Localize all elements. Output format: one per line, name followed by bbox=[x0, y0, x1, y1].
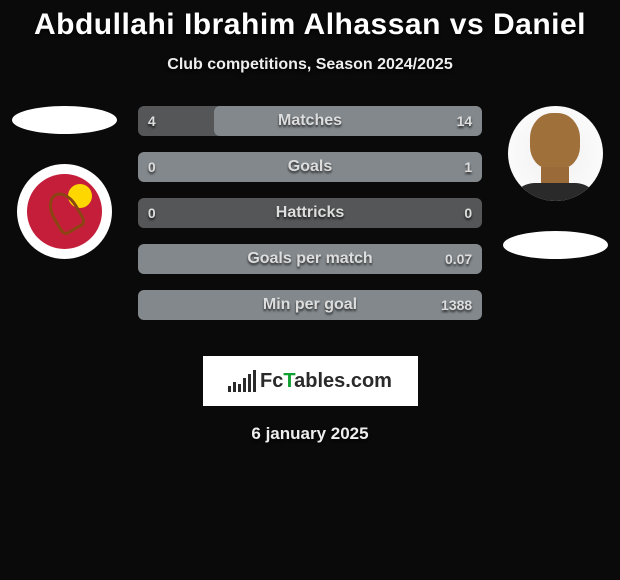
stat-right-value: 1388 bbox=[441, 290, 472, 320]
comparison-card: Abdullahi Ibrahim Alhassan vs Daniel Clu… bbox=[0, 0, 620, 444]
brand-badge: FcTables.com bbox=[203, 356, 418, 406]
stat-row-min-per-goal: Min per goal 1388 bbox=[138, 290, 482, 320]
stat-row-matches: 4 Matches 14 bbox=[138, 106, 482, 136]
stat-right-value: 0 bbox=[464, 198, 472, 228]
brand-accent: T bbox=[283, 370, 294, 392]
stat-right-value: 0.07 bbox=[445, 244, 472, 274]
bar-fill bbox=[214, 106, 483, 136]
left-avatar bbox=[17, 164, 112, 259]
brand-prefix: Fc bbox=[260, 370, 283, 392]
right-player-column bbox=[500, 106, 610, 259]
player-face-icon bbox=[530, 113, 580, 169]
left-ellipse-decor bbox=[12, 106, 117, 134]
brand-suffix: ables.com bbox=[294, 370, 392, 392]
club-logo-icon bbox=[27, 174, 102, 249]
brand-text: FcTables.com bbox=[260, 370, 392, 393]
bar-fill bbox=[138, 290, 482, 320]
brand-chart-icon bbox=[228, 370, 256, 392]
stat-left-value: 0 bbox=[148, 152, 156, 182]
right-ellipse-decor bbox=[503, 231, 608, 259]
page-title: Abdullahi Ibrahim Alhassan vs Daniel bbox=[10, 8, 610, 42]
bar-fill bbox=[138, 152, 482, 182]
stat-row-goals: 0 Goals 1 bbox=[138, 152, 482, 182]
stat-right-value: 14 bbox=[457, 106, 473, 136]
subtitle: Club competitions, Season 2024/2025 bbox=[10, 56, 610, 74]
stats-bars: 4 Matches 14 0 Goals 1 0 Hattricks 0 Goa… bbox=[138, 106, 482, 336]
date-label: 6 january 2025 bbox=[10, 424, 610, 444]
stat-row-goals-per-match: Goals per match 0.07 bbox=[138, 244, 482, 274]
stat-row-hattricks: 0 Hattricks 0 bbox=[138, 198, 482, 228]
left-player-column bbox=[10, 106, 120, 259]
stat-right-value: 1 bbox=[464, 152, 472, 182]
stat-left-value: 0 bbox=[148, 198, 156, 228]
stat-label: Hattricks bbox=[138, 198, 482, 228]
stat-left-value: 4 bbox=[148, 106, 156, 136]
bar-fill bbox=[138, 244, 482, 274]
right-avatar bbox=[508, 106, 603, 201]
main-row: 4 Matches 14 0 Goals 1 0 Hattricks 0 Goa… bbox=[10, 106, 610, 336]
